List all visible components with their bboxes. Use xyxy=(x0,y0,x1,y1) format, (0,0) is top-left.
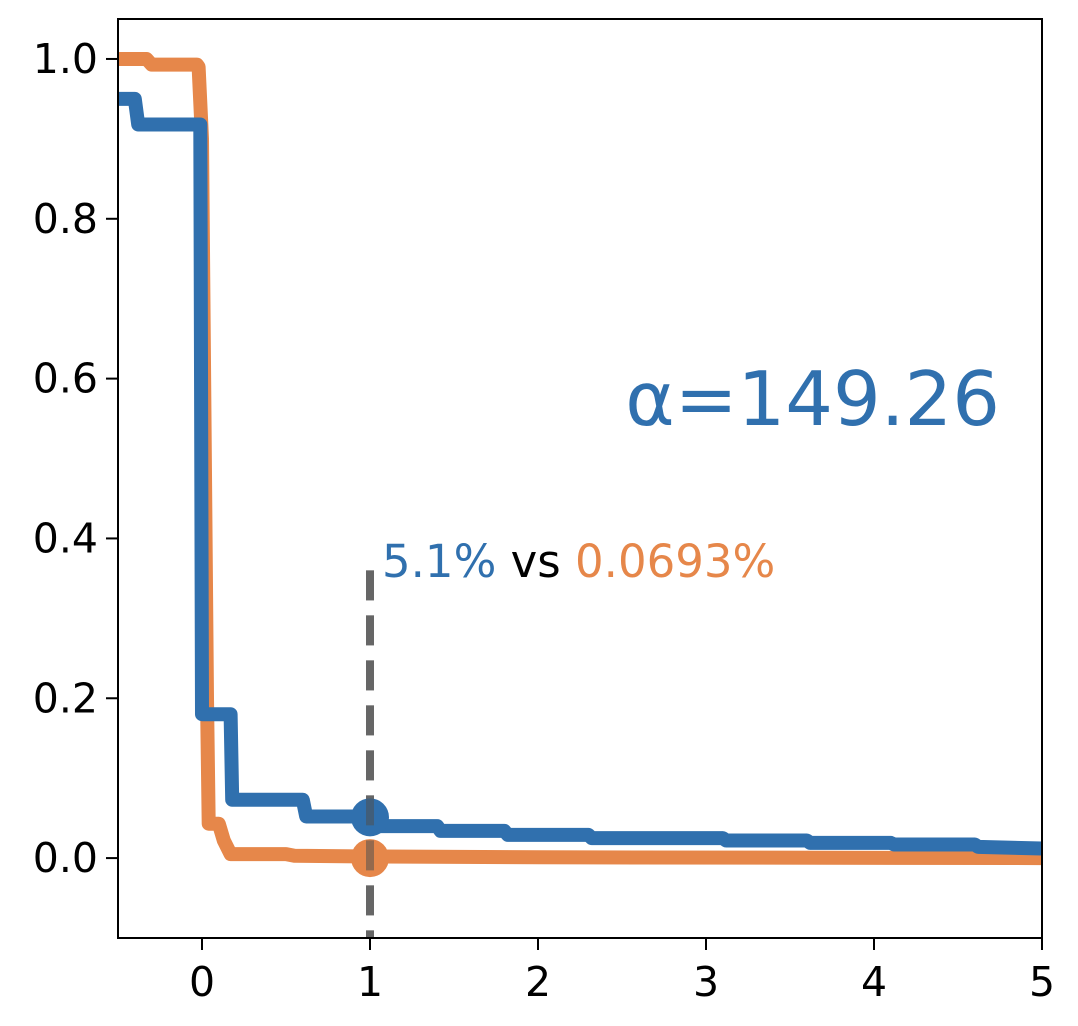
comparison-annotation: 5.1% vs 0.0693% xyxy=(382,535,775,588)
x-tick-label: 2 xyxy=(525,958,551,1006)
comparison-vs: vs xyxy=(511,535,561,588)
y-tick-label: 0.8 xyxy=(33,195,98,243)
alpha-annotation: α=149.26 xyxy=(625,355,1000,443)
y-axis: 0.0 0.2 0.4 0.6 0.8 1.0 xyxy=(33,35,118,882)
y-tick-label: 0.0 xyxy=(33,834,98,882)
series-layer xyxy=(118,52,1042,866)
y-tick-label: 0.4 xyxy=(33,514,98,562)
plot-frame xyxy=(117,18,1043,939)
x-tick-label: 1 xyxy=(357,958,383,1006)
comparison-right-value: 0.0693% xyxy=(575,535,775,588)
x-tick-label: 4 xyxy=(861,958,887,1006)
marker-layer xyxy=(351,570,389,938)
x-tick-label: 5 xyxy=(1029,958,1055,1006)
y-tick-label: 0.2 xyxy=(33,674,98,722)
x-axis: 0 1 2 3 4 5 xyxy=(189,938,1055,1006)
comparison-left-value: 5.1% xyxy=(382,535,496,588)
y-tick-label: 1.0 xyxy=(33,35,98,83)
series-1-line xyxy=(118,91,1042,856)
y-tick-label: 0.6 xyxy=(33,355,98,403)
series-2-line xyxy=(118,52,1042,866)
x-tick-label: 0 xyxy=(189,958,215,1006)
x-tick-label: 3 xyxy=(693,958,719,1006)
